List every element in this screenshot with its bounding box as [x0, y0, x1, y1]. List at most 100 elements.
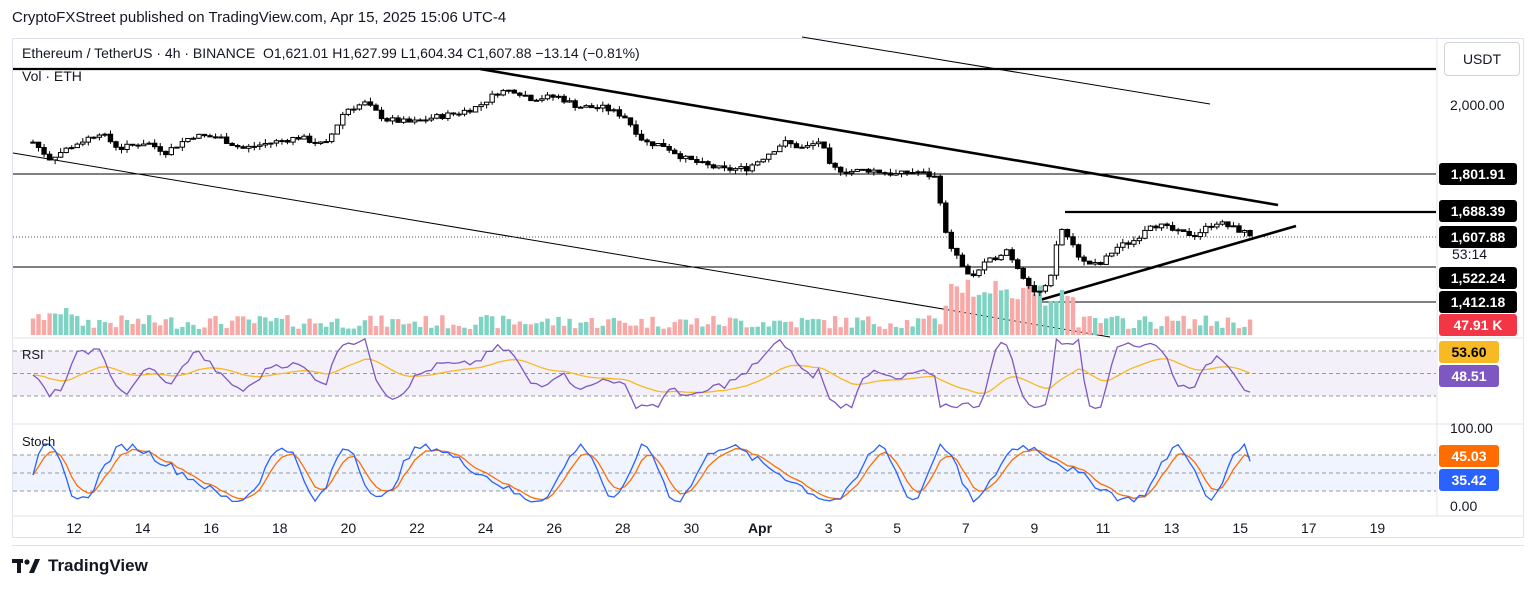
- candle-body: [229, 142, 235, 147]
- volume-bar: [877, 326, 882, 335]
- currency-button[interactable]: USDT: [1444, 42, 1520, 76]
- price-badge-label: 1,412.18: [1451, 294, 1506, 310]
- x-tick-label: 14: [135, 520, 151, 536]
- volume-bar: [229, 320, 235, 335]
- candle-body: [445, 112, 451, 119]
- candle-body: [102, 133, 108, 136]
- volume-bar: [683, 319, 688, 335]
- stoch-d-line: [32, 448, 1251, 501]
- candle-body: [970, 273, 977, 277]
- volume-bar: [351, 328, 357, 335]
- rsi-line: [32, 337, 1251, 410]
- descending-trendline: [479, 67, 1279, 207]
- price-badge: [1439, 200, 1517, 222]
- volume-bar: [141, 323, 146, 335]
- candle-body: [234, 145, 241, 148]
- candle-body: [174, 146, 180, 149]
- price-badge-label: 47.91 K: [1453, 317, 1502, 333]
- volume-bar: [871, 324, 877, 335]
- candle-body: [389, 117, 396, 122]
- volume-bar: [1021, 287, 1026, 335]
- candle-body: [268, 142, 274, 145]
- volume-bar: [368, 315, 373, 335]
- candle-body: [201, 133, 208, 137]
- volume-bar: [606, 319, 611, 335]
- candle-body: [926, 171, 932, 178]
- footer-brand[interactable]: TradingView: [12, 556, 148, 576]
- symbol-ohlc-legend[interactable]: Ethereum / TetherUS · 4h · BINANCE O1,62…: [22, 45, 640, 61]
- volume-bar: [274, 318, 279, 335]
- candle-body: [1097, 262, 1104, 265]
- volume-bar: [595, 327, 600, 335]
- candle-body: [1192, 235, 1198, 238]
- volume-bar: [69, 314, 74, 335]
- candle-body: [284, 140, 291, 143]
- candle-body: [1037, 290, 1043, 293]
- candle-body: [85, 136, 92, 143]
- x-tick-label: 28: [615, 520, 631, 536]
- volume-bar: [152, 322, 157, 335]
- volume-bar: [655, 326, 661, 335]
- volume-bar: [506, 319, 511, 335]
- ohlc-values: O1,621.01 H1,627.99 L1,604.34 C1,607.88 …: [262, 45, 640, 61]
- rsi-label[interactable]: RSI: [22, 347, 44, 362]
- volume-bar: [888, 323, 893, 335]
- stoch-label[interactable]: Stoch: [22, 434, 56, 449]
- candle-body: [605, 104, 612, 112]
- volume-bar: [489, 316, 495, 335]
- candle-body: [340, 113, 346, 126]
- volume-bar: [998, 290, 1004, 335]
- volume-bar: [689, 324, 694, 335]
- volume-bar: [1109, 316, 1114, 335]
- volume-label[interactable]: Vol · ETH: [22, 68, 82, 84]
- candle-body: [865, 168, 872, 173]
- candle-body: [1203, 225, 1209, 234]
- candle-body: [854, 168, 860, 172]
- symbol-label[interactable]: Ethereum / TetherUS · 4h · BINANCE: [22, 45, 256, 61]
- candle-body: [1225, 221, 1231, 228]
- candle-body: [815, 141, 822, 145]
- candle-body: [80, 141, 86, 145]
- volume-bar: [611, 317, 617, 335]
- volume-bar: [434, 325, 440, 335]
- volume-bar: [1037, 285, 1043, 335]
- volume-bar: [52, 313, 58, 335]
- footer-brand-text: TradingView: [48, 556, 148, 575]
- volume-bar: [97, 319, 102, 335]
- candle-body: [998, 254, 1004, 261]
- stoch-badge-label: 35.42: [1451, 472, 1486, 488]
- volume-bar: [473, 324, 478, 335]
- candle-body: [732, 168, 739, 171]
- volume-bar: [628, 325, 633, 335]
- candle-body: [146, 142, 152, 145]
- candle-body: [760, 158, 766, 163]
- candle-body: [992, 257, 999, 261]
- volume-bar: [207, 318, 213, 335]
- candle-body: [450, 112, 457, 115]
- volume-bar: [777, 320, 783, 335]
- x-tick-label: 22: [409, 520, 425, 536]
- volume-bar: [993, 281, 998, 335]
- candle-body: [483, 101, 490, 106]
- volume-bar: [257, 316, 263, 335]
- candle-body: [1070, 236, 1076, 246]
- volume-bar: [1004, 289, 1009, 335]
- candle-body: [965, 265, 971, 275]
- volume-bar: [617, 320, 622, 335]
- candle-body: [1075, 244, 1082, 258]
- volume-bar: [1054, 301, 1059, 335]
- candle-body: [1026, 277, 1032, 287]
- price-badge-label: 1,801.91: [1451, 166, 1506, 182]
- candle-body: [1053, 244, 1060, 276]
- candle-body: [821, 141, 827, 149]
- candle-body: [362, 101, 368, 106]
- volume-bar: [213, 315, 218, 335]
- volume-bar: [329, 321, 334, 335]
- volume-bar: [1104, 318, 1109, 335]
- candle-body: [655, 143, 661, 147]
- volume-bar: [1076, 327, 1081, 335]
- x-tick-label: 7: [962, 520, 970, 536]
- rsi-ma-line: [32, 358, 1251, 394]
- candle-body: [207, 135, 213, 138]
